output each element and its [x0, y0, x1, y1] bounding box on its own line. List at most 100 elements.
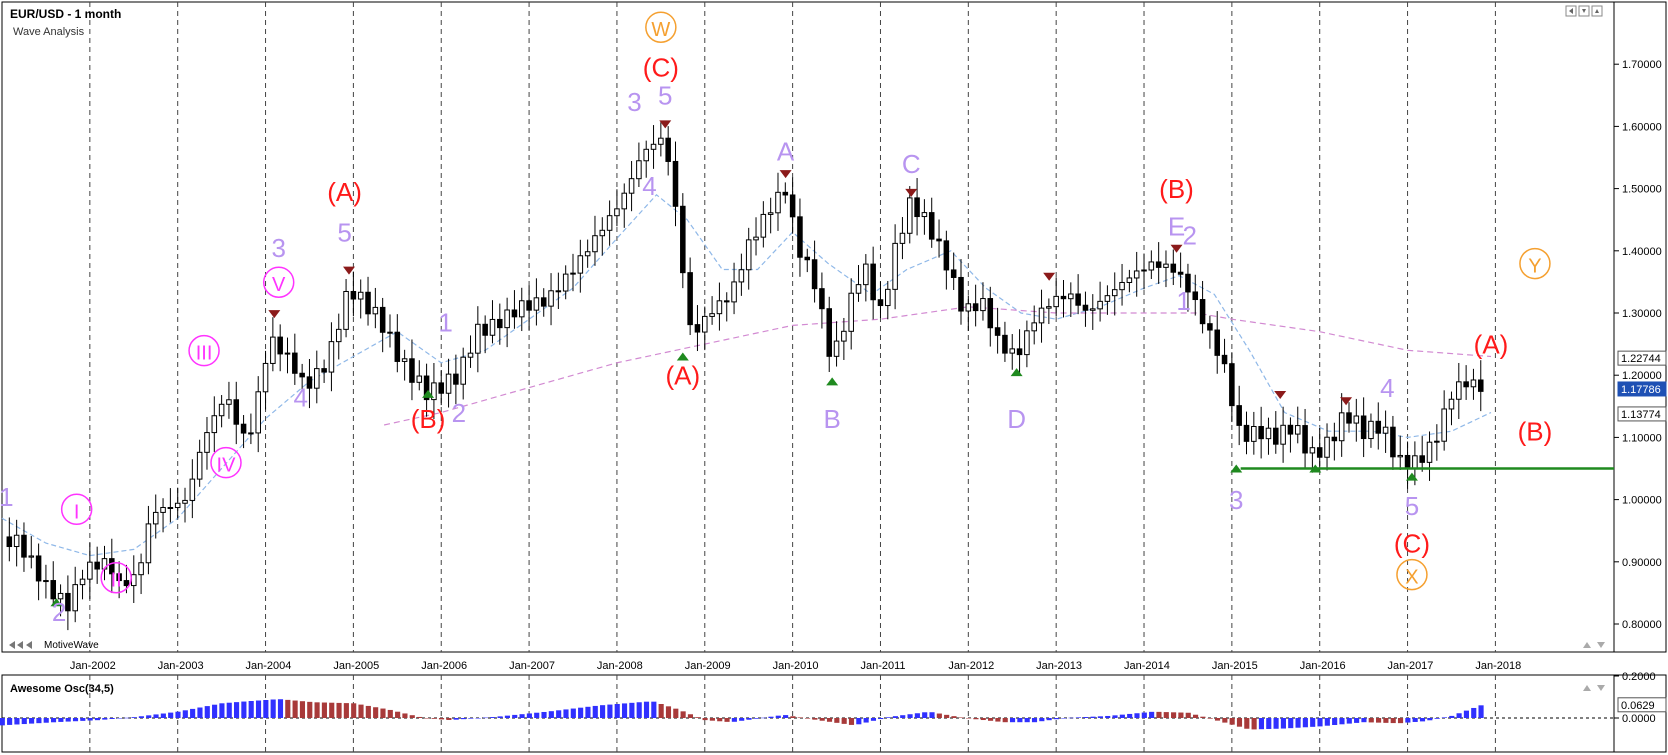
wave-label[interactable]: (A) — [327, 177, 362, 207]
wave-label[interactable]: (C) — [643, 53, 679, 83]
wave-label[interactable]: E — [1168, 211, 1185, 241]
osc-bar — [1229, 718, 1235, 725]
candle-body — [1214, 329, 1220, 356]
candle-body — [577, 255, 584, 274]
wave-label[interactable]: 3 — [1229, 485, 1243, 515]
candle-body — [782, 191, 789, 196]
wave-label[interactable]: II — [100, 561, 132, 594]
candle-body — [855, 284, 862, 294]
wave-label[interactable]: (B) — [1518, 417, 1553, 447]
wave-label[interactable]: 4 — [642, 171, 656, 201]
osc-bar — [417, 716, 423, 718]
wave-label[interactable]: (C) — [1394, 528, 1430, 558]
wave-label[interactable]: A — [777, 137, 795, 167]
candle-body — [1185, 273, 1191, 293]
wave-label[interactable]: Y — [1519, 247, 1551, 280]
osc-bar — [797, 717, 803, 718]
swing-low-marker — [826, 377, 839, 386]
osc-bar — [1083, 717, 1089, 718]
wave-label[interactable]: W — [645, 11, 677, 43]
osc-bar — [1200, 716, 1206, 718]
candle-body — [548, 290, 554, 307]
osc-bar — [490, 717, 496, 718]
panel-resize-icon[interactable] — [1583, 642, 1605, 691]
osc-bar — [804, 718, 811, 719]
time-axis-label: Jan-2018 — [1475, 660, 1521, 672]
price-panel[interactable] — [1, 1, 1615, 653]
osc-bar — [168, 712, 174, 718]
osc-bar — [629, 702, 635, 718]
candle-body — [1229, 363, 1235, 407]
osc-bar — [1105, 715, 1111, 718]
osc-bar — [658, 704, 664, 718]
wave-label[interactable]: X — [1396, 558, 1428, 591]
osc-bar — [870, 718, 877, 721]
price-badge: 1.22744 — [1617, 350, 1667, 366]
scroll-left-icon[interactable] — [9, 641, 32, 649]
wave-label[interactable]: 4 — [1380, 373, 1394, 403]
candle-body — [687, 272, 693, 326]
wave-label-circle — [1519, 247, 1551, 280]
candle-body — [1419, 455, 1425, 463]
candle-body — [1477, 379, 1484, 392]
wave-label[interactable]: (B) — [1159, 174, 1194, 204]
candle-body — [650, 143, 657, 150]
wave-label[interactable]: B — [823, 404, 840, 434]
wave-label[interactable]: (A) — [1474, 329, 1509, 359]
time-axis-label: Jan-2009 — [685, 660, 731, 672]
candle-body — [804, 256, 811, 261]
wave-label[interactable]: III — [188, 334, 220, 367]
wave-label[interactable]: 1 — [0, 482, 14, 512]
candle-body — [1294, 425, 1301, 435]
time-axis-label: Jan-2002 — [70, 660, 116, 672]
osc-bar — [175, 711, 181, 718]
wave-label-text: W — [651, 19, 670, 41]
candle-body — [1141, 269, 1147, 272]
osc-bar — [936, 713, 942, 718]
osc-bar — [643, 701, 650, 718]
wave-label[interactable]: 1 — [438, 308, 452, 338]
wave-label-text: 2 — [1182, 221, 1196, 251]
candle-body — [1360, 415, 1367, 440]
wave-label[interactable]: 2 — [452, 398, 466, 428]
osc-current-label: 0.0629 — [1621, 700, 1655, 712]
wave-label[interactable]: D — [1007, 404, 1026, 434]
wave-label[interactable]: I — [60, 493, 93, 526]
candle-body — [555, 290, 562, 293]
candle-body — [614, 208, 620, 217]
wave-label[interactable]: 5 — [658, 81, 672, 111]
wave-label[interactable]: 2 — [52, 597, 66, 627]
candle-body — [152, 511, 159, 525]
osc-bar — [431, 718, 437, 719]
wave-label[interactable]: (A) — [665, 361, 700, 391]
wave-label[interactable]: V — [262, 266, 295, 298]
wave-label-text: 5 — [1405, 491, 1419, 521]
osc-bar — [1412, 718, 1418, 722]
osc-bar — [124, 717, 130, 719]
candle-body — [189, 478, 196, 501]
osc-bar — [138, 716, 144, 718]
swing-high-marker — [342, 266, 355, 275]
wave-label[interactable]: 1 — [1176, 286, 1190, 316]
wave-label[interactable]: 5 — [337, 217, 351, 247]
wave-label[interactable]: 5 — [1405, 491, 1419, 521]
candle-body — [50, 580, 57, 600]
candle-body — [1265, 427, 1272, 440]
wave-label[interactable]: 4 — [293, 382, 307, 412]
wave-label-text: 2 — [52, 597, 66, 627]
osc-bar — [1185, 712, 1191, 718]
osc-bar — [482, 717, 489, 719]
wave-label[interactable]: (B) — [411, 404, 446, 434]
wave-label[interactable]: 3 — [627, 87, 641, 117]
window-controls-icon[interactable] — [1565, 5, 1603, 17]
candle-body — [811, 259, 818, 290]
candle-body — [1097, 300, 1103, 310]
wave-label[interactable]: 2 — [1182, 221, 1196, 251]
wave-label[interactable]: 3 — [271, 233, 285, 263]
wave-label[interactable]: C — [902, 149, 921, 179]
candle-body — [65, 592, 71, 612]
osc-bar — [80, 718, 86, 721]
wave-label[interactable]: IV — [210, 446, 242, 479]
candle-body — [460, 356, 466, 385]
